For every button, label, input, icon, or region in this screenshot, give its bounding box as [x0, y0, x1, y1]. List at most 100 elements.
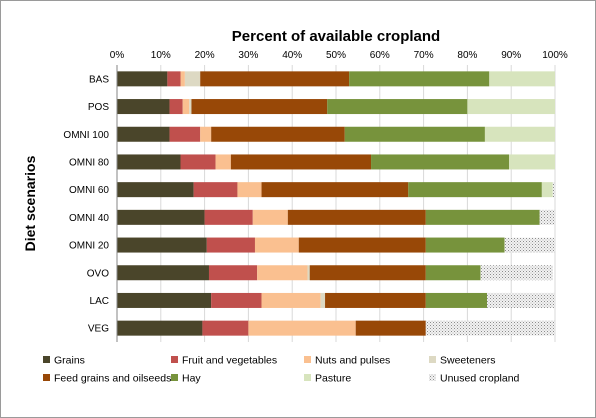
bar-segment: [320, 292, 326, 308]
bar-segment: [189, 99, 192, 115]
bar-segment: [309, 265, 426, 281]
bar-segment: [180, 154, 216, 170]
bars: [117, 71, 555, 336]
bar-segment: [307, 265, 310, 281]
bar-segment: [117, 126, 170, 142]
y-axis-label: Diet scenarios: [22, 155, 38, 251]
x-tick-label: 30%: [238, 50, 258, 61]
bar-segment: [206, 237, 255, 253]
legend-label: Grains: [54, 355, 85, 367]
bar-segment: [552, 182, 555, 198]
bar-segment: [248, 320, 356, 336]
x-tick-label: 60%: [370, 50, 390, 61]
bar-segment: [252, 209, 288, 225]
bar-segment: [193, 182, 238, 198]
category-label: VEG: [88, 324, 109, 335]
bar-segment: [167, 71, 181, 87]
bar-segment: [344, 126, 485, 142]
bar-segment: [325, 292, 426, 308]
bar-segment: [117, 320, 203, 336]
bar-segment: [371, 154, 510, 170]
x-tick-label: 10%: [151, 50, 171, 61]
bar-segment: [298, 237, 426, 253]
bar-segment: [184, 71, 201, 87]
legend-label: Unused cropland: [440, 373, 520, 385]
x-tick-label: 20%: [195, 50, 215, 61]
legend-swatch: [304, 374, 311, 381]
bar-segment: [509, 154, 555, 170]
bar-segment: [541, 182, 553, 198]
x-tick-label: 50%: [326, 50, 346, 61]
bar-segment: [425, 209, 540, 225]
x-tick-label: 0%: [110, 50, 125, 61]
bar-segment: [117, 71, 168, 87]
category-label: OMNI 40: [69, 213, 109, 224]
bar-segment: [180, 71, 185, 87]
x-tick-label: 40%: [282, 50, 302, 61]
x-tick-label: 80%: [457, 50, 477, 61]
category-label: BAS: [89, 74, 109, 85]
legend-label: Feed grains and oilseeds: [54, 373, 171, 385]
bar-segment: [117, 292, 212, 308]
x-tick-label: 70%: [414, 50, 434, 61]
bar-segment: [254, 237, 299, 253]
bar-segment: [467, 99, 555, 115]
bar-segment: [237, 182, 262, 198]
bar-segment: [117, 154, 181, 170]
bar-segment: [117, 99, 170, 115]
legend-swatch: [43, 356, 50, 363]
legend-label: Hay: [182, 373, 201, 385]
bar-segment: [117, 182, 194, 198]
category-label: OMNI 20: [69, 241, 109, 252]
bar-segment: [204, 209, 253, 225]
bar-segment: [117, 209, 205, 225]
bar-segment: [211, 292, 262, 308]
legend-label: Fruit and vegetables: [182, 355, 277, 367]
bar-segment: [182, 99, 190, 115]
legend-label: Pasture: [315, 373, 351, 385]
legend-swatch: [429, 356, 436, 363]
legend-swatch: [171, 356, 178, 363]
legend-swatch: [304, 356, 311, 363]
bar-segment: [489, 71, 555, 87]
bar-segment: [169, 99, 183, 115]
bar-segment: [200, 71, 350, 87]
bar-segment: [480, 265, 553, 281]
bar-segment: [408, 182, 542, 198]
category-label: POS: [88, 102, 109, 113]
bar-segment: [504, 237, 555, 253]
bar-segment: [539, 209, 555, 225]
bar-segment: [191, 99, 328, 115]
legend-swatch: [43, 374, 50, 381]
category-label: OVO: [87, 268, 109, 279]
bar-segment: [425, 237, 505, 253]
legend-swatch: [171, 374, 178, 381]
bar-segment: [169, 126, 201, 142]
legend-label: Nuts and pulses: [315, 355, 390, 367]
category-labels: BAS POS OMNI 100 OMNI 80 OMNI 60 OMNI 40 OMNI …: [63, 74, 109, 334]
bar-segment: [287, 209, 426, 225]
bar-segment: [261, 292, 321, 308]
bar-segment: [230, 154, 372, 170]
category-label: LAC: [90, 296, 109, 307]
legend-swatch: [429, 374, 436, 381]
bar-segment: [355, 320, 426, 336]
bar-segment: [117, 265, 209, 281]
bar-segment: [327, 99, 468, 115]
legend: Grains Fruit and vegetables Nuts and pulse…: [43, 355, 520, 385]
bar-segment: [349, 71, 490, 87]
bar-segment: [487, 292, 555, 308]
bar-segment: [200, 126, 212, 142]
bar-segment: [425, 320, 555, 336]
bar-segment: [211, 126, 345, 142]
bar-segment: [484, 126, 555, 142]
bar-segment: [215, 154, 231, 170]
bar-segment: [117, 237, 207, 253]
bar-segment: [257, 265, 308, 281]
bar-segment: [261, 182, 409, 198]
bar-segment: [208, 265, 258, 281]
bar-segment: [202, 320, 249, 336]
chart-title: Percent of available cropland: [232, 28, 440, 45]
